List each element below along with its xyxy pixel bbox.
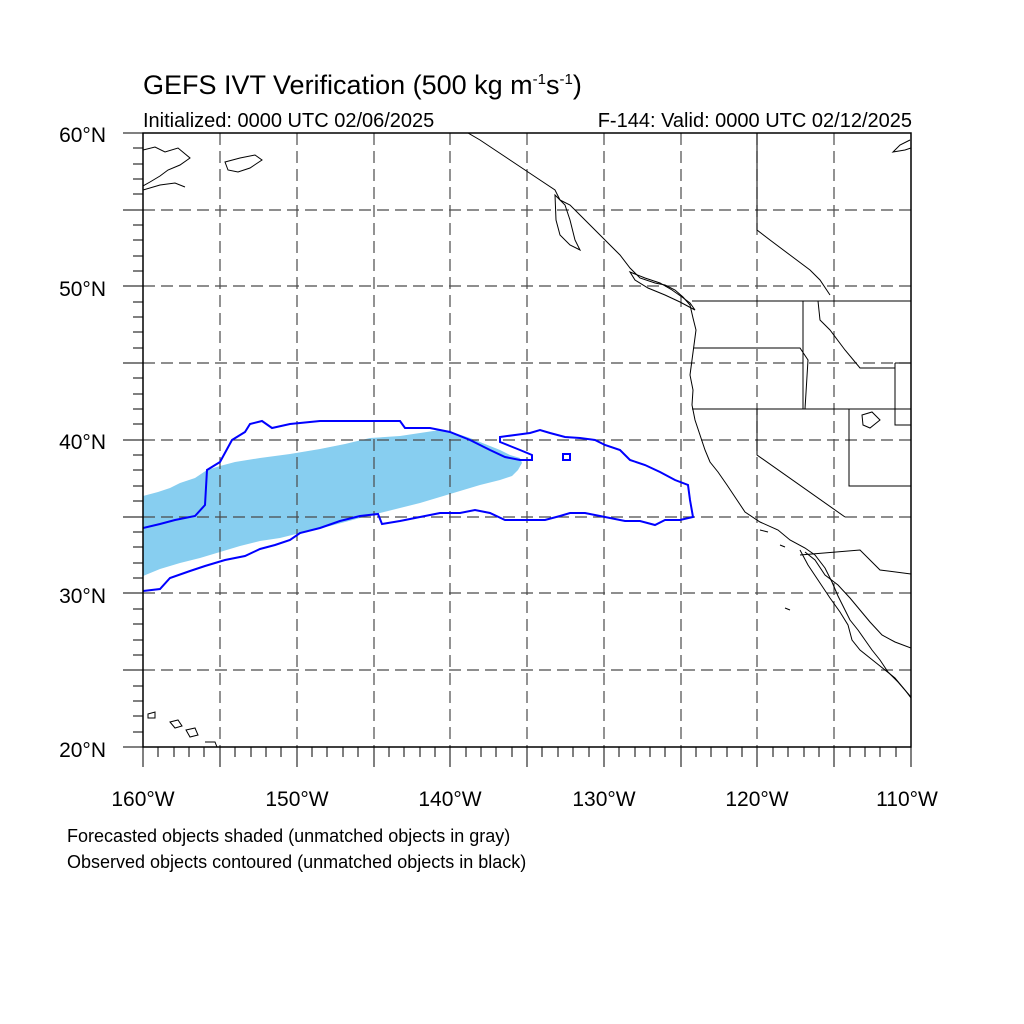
lon-ticks xyxy=(142,747,912,767)
observed-note: Observed objects contoured (unmatched ob… xyxy=(67,852,527,872)
lon-label-160w: 160°W xyxy=(111,788,174,811)
lon-label-120w: 120°W xyxy=(725,788,788,811)
lat-label-20n: 20°N xyxy=(59,739,106,762)
lat-label-30n: 30°N xyxy=(59,585,106,608)
lon-label-150w: 150°W xyxy=(265,788,328,811)
forecast-ivt-object xyxy=(143,430,522,576)
lon-label-140w: 140°W xyxy=(418,788,481,811)
lat-label-50n: 50°N xyxy=(59,278,106,301)
chart-title: GEFS IVT Verification (500 kg m-1s-1) xyxy=(143,70,582,100)
forecast-note: Forecasted objects shaded (unmatched obj… xyxy=(67,826,511,846)
lat-label-60n: 60°N xyxy=(59,124,106,147)
lon-label-110w: 110°W xyxy=(876,788,938,811)
lat-label-40n: 40°N xyxy=(59,431,106,454)
gridlines xyxy=(143,133,911,747)
initialized-time: Initialized: 0000 UTC 02/06/2025 xyxy=(143,110,435,132)
lat-ticks xyxy=(123,132,143,748)
observed-ivt-contour xyxy=(143,419,695,592)
valid-time: F-144: Valid: 0000 UTC 02/12/2025 xyxy=(597,110,912,132)
coastlines xyxy=(143,133,911,747)
lon-label-130w: 130°W xyxy=(572,788,635,811)
observed-ivt-contour-small xyxy=(562,453,571,461)
